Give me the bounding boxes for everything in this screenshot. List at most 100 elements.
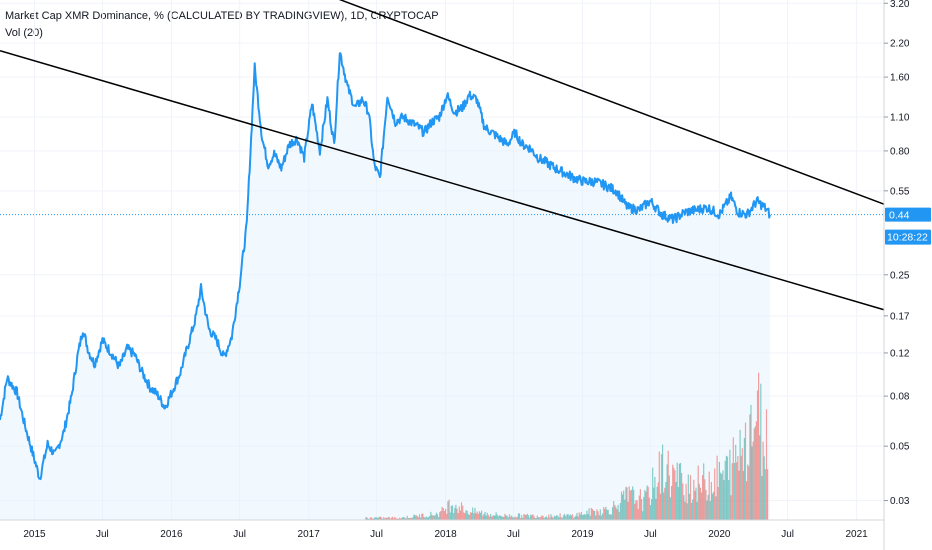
volume-bar: [688, 493, 690, 520]
time-tick-label: Jul: [370, 529, 383, 540]
volume-bar: [493, 515, 495, 520]
volume-bar: [584, 514, 586, 520]
price-area: [0, 53, 770, 521]
chart-grid: [0, 0, 884, 520]
volume-bar: [492, 515, 494, 520]
volume-bar: [599, 509, 601, 520]
volume-bar: [587, 513, 589, 520]
volume-bar: [455, 504, 457, 520]
volume-bar: [507, 517, 509, 520]
volume-bar: [561, 517, 563, 520]
volume-bar: [393, 518, 395, 520]
volume-bar: [460, 502, 463, 520]
volume-bar: [370, 517, 373, 520]
volume-bar: [398, 517, 400, 520]
volume-bar: [508, 514, 511, 520]
volume-bar: [613, 501, 615, 520]
volume-bar: [708, 471, 710, 520]
volume-bar: [473, 513, 475, 520]
price-tick-label: 3.20: [890, 0, 910, 10]
volume-bar: [726, 456, 729, 520]
volume-bar: [763, 456, 765, 520]
volume-bar: [569, 514, 571, 520]
volume-bar: [442, 508, 444, 520]
time-tick-label: 2015: [23, 529, 46, 540]
volume-bar: [425, 516, 427, 520]
volume-bar: [623, 490, 625, 520]
volume-bar: [739, 429, 741, 520]
price-area-fill: [0, 53, 770, 521]
volume-bar: [725, 455, 727, 520]
volume-bar: [658, 451, 660, 520]
volume-bar: [622, 494, 624, 520]
volume-bar: [557, 515, 559, 520]
volume-bar: [552, 517, 554, 520]
volume-bars: [365, 372, 769, 520]
volume-bar: [526, 513, 528, 520]
volume-bar: [404, 517, 406, 520]
volume-bar: [604, 508, 606, 520]
time-axis[interactable]: 2015 Jul 2016 Jul 2017 Jul 2018 Jul 2019 Jul 2020 J…: [0, 519, 884, 540]
volume-bar: [627, 501, 629, 520]
volume-bar: [440, 510, 442, 520]
volume-bar: [517, 513, 519, 520]
volume-bar: [606, 509, 608, 520]
volume-bar: [717, 487, 719, 520]
volume-bar: [366, 517, 368, 520]
volume-bar: [643, 496, 645, 520]
volume-bar: [682, 483, 684, 520]
volume-bar: [694, 490, 696, 520]
volume-bar: [573, 517, 575, 520]
volume-bar: [396, 518, 398, 520]
volume-bar: [625, 486, 627, 520]
volume-bar: [677, 487, 679, 520]
volume-bar: [409, 517, 412, 520]
volume-bar: [459, 510, 461, 520]
price-axis[interactable]: 3.20 2.20 1.60 1.10 0.80 0.55 0.25 0.17 0.12 0.08…: [883, 0, 910, 550]
volume-bar: [590, 507, 592, 520]
volume-bar: [527, 515, 529, 520]
volume-bar: [464, 513, 466, 520]
volume-bar: [408, 518, 410, 520]
volume-bar: [532, 514, 534, 520]
volume-bar: [616, 509, 618, 520]
volume-bar: [612, 507, 614, 520]
volume-bar: [556, 515, 558, 520]
volume-bar: [703, 463, 705, 520]
volume-bar: [735, 444, 737, 520]
volume-bar: [558, 517, 560, 520]
volume-bar: [618, 511, 620, 520]
volume-bar: [476, 511, 478, 520]
volume-bar: [510, 516, 512, 520]
volume-bar: [436, 514, 439, 520]
volume-bar: [758, 372, 760, 520]
volume-bar: [583, 514, 585, 520]
volume-bar: [585, 514, 587, 520]
price-tag-box: [885, 207, 931, 222]
volume-bar: [595, 515, 597, 520]
volume-bar: [435, 512, 437, 520]
volume-bar: [767, 469, 769, 520]
volume-bar: [522, 517, 524, 520]
volume-bar: [416, 516, 418, 520]
volume-indicator-label[interactable]: Vol (20): [5, 27, 43, 39]
volume-bar: [463, 512, 465, 520]
trendline: [338, 0, 885, 205]
volume-bar: [467, 513, 469, 520]
volume-bar: [374, 517, 376, 520]
volume-bar: [554, 516, 557, 520]
volume-bar: [377, 517, 379, 520]
volume-bar: [530, 514, 532, 520]
volume-bar: [469, 512, 472, 520]
price-tick-label: 0.25: [890, 270, 910, 281]
volume-bar: [667, 450, 669, 520]
volume-bar: [406, 515, 408, 520]
volume-bar: [750, 404, 752, 520]
volume-bar: [669, 497, 671, 520]
volume-bar: [394, 516, 396, 520]
trendlines[interactable]: [0, 0, 885, 311]
volume-bar: [378, 516, 380, 520]
volume-bar: [468, 515, 470, 520]
volume-bar: [418, 514, 421, 520]
